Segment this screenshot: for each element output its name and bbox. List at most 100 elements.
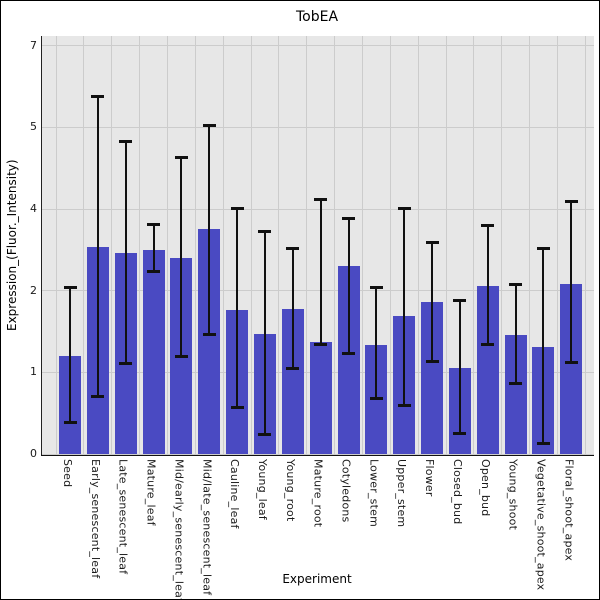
x-tick-label: Lower_stem xyxy=(367,459,381,527)
error-bar-cap xyxy=(202,123,216,127)
error-bar-line xyxy=(69,287,71,423)
error-bar-cap xyxy=(119,140,133,144)
error-bar-line xyxy=(263,231,266,435)
error-bar-cap xyxy=(119,361,133,365)
error-bar-cap xyxy=(230,207,244,211)
y-tick-label: 0 xyxy=(30,447,37,460)
gridline-vertical xyxy=(445,36,447,454)
error-bar-cap xyxy=(481,343,495,347)
error-bar-line xyxy=(291,248,294,369)
gridline-vertical xyxy=(250,36,252,454)
y-tick-label: 1 xyxy=(30,365,37,379)
bar xyxy=(421,302,444,454)
error-bar-line xyxy=(486,225,489,345)
error-bar-cap xyxy=(564,361,578,365)
y-axis-tick-labels: 0 1 2 4 5 7 xyxy=(1,36,37,460)
gridline-vertical xyxy=(222,36,224,454)
x-tick-label: Young_shoot xyxy=(506,459,520,531)
gridline-vertical xyxy=(167,36,168,454)
error-bar-cap xyxy=(509,382,523,386)
error-bar-cap xyxy=(425,359,439,363)
error-bar-cap xyxy=(342,351,355,355)
bar xyxy=(337,266,360,454)
chart-title: TobEA xyxy=(295,9,339,25)
gridline-vertical xyxy=(417,36,419,454)
gridline-vertical xyxy=(501,36,503,454)
gridline-vertical xyxy=(139,36,141,454)
gridline-horizontal xyxy=(42,208,594,210)
gridline-vertical xyxy=(556,36,558,454)
y-tick-label: 7 xyxy=(30,38,37,52)
error-bar-cap xyxy=(147,270,161,274)
x-tick-label: Open_bud xyxy=(478,459,492,517)
error-bar-line xyxy=(124,141,127,364)
x-tick-label: Cauline_leaf xyxy=(228,459,242,529)
plot-area xyxy=(41,36,594,456)
x-axis-title: Experiment xyxy=(282,572,352,586)
gridline-vertical xyxy=(584,36,586,454)
x-tick-label: Early_senescent_leaf xyxy=(88,459,102,579)
x-tick-label: Upper_stem xyxy=(395,459,409,528)
error-bar-cap xyxy=(314,343,328,347)
error-bar-cap xyxy=(258,230,272,234)
error-bar-line xyxy=(236,208,239,408)
gridline-horizontal xyxy=(42,45,594,47)
gridline-vertical xyxy=(473,36,475,454)
error-bar-cap xyxy=(174,354,188,358)
y-tick-label: 2 xyxy=(30,283,37,297)
error-bar-cap xyxy=(147,223,161,227)
error-bar-line xyxy=(152,224,155,272)
error-bar-cap xyxy=(397,207,411,211)
gridline-horizontal xyxy=(42,290,594,292)
bar xyxy=(281,308,304,454)
error-bar-cap xyxy=(314,198,328,202)
gridline-horizontal xyxy=(42,453,594,455)
error-bar-line xyxy=(180,157,183,357)
error-bar-line xyxy=(319,199,322,345)
x-tick-label: Cotyledons xyxy=(339,459,353,523)
error-bar-cap xyxy=(63,285,77,289)
error-bar-cap xyxy=(91,394,105,398)
error-bar-cap xyxy=(202,332,216,336)
bar xyxy=(198,229,221,454)
x-tick-label: Floral_shoot_apex xyxy=(562,459,576,562)
gridline-vertical xyxy=(278,36,280,454)
bar xyxy=(309,342,332,454)
error-bar-line xyxy=(347,218,350,354)
gridline-vertical xyxy=(111,36,113,454)
error-bar-cap xyxy=(481,224,495,228)
error-bar-cap xyxy=(230,405,244,409)
error-bar-cap xyxy=(564,200,578,204)
x-axis-tick-labels: Seed Early_senescent_leaf Late_senescent_l… xyxy=(1,459,599,599)
error-bar-cap xyxy=(509,282,523,286)
x-tick-label: Vegetative_shoot_apex xyxy=(534,459,548,591)
error-bar-cap xyxy=(453,299,467,303)
error-bar-line xyxy=(96,96,99,397)
error-bar-cap xyxy=(174,155,188,159)
x-tick-label: Seed xyxy=(61,459,74,488)
error-bar-cap xyxy=(425,241,439,245)
error-bar-line xyxy=(514,284,517,384)
gridline-vertical xyxy=(83,36,85,454)
error-bar-cap xyxy=(397,403,411,407)
y-tick-label: 5 xyxy=(30,120,37,134)
x-tick-label: Mid/early_senescent_leaf xyxy=(172,459,186,600)
error-bar-line xyxy=(458,300,461,434)
bar xyxy=(476,285,499,454)
error-bar-line xyxy=(542,248,545,443)
gridline-vertical xyxy=(55,36,57,454)
bar xyxy=(504,335,527,454)
x-tick-label: Young_root xyxy=(283,459,297,522)
gridline-vertical xyxy=(334,36,336,454)
gridline-vertical xyxy=(361,36,363,454)
x-tick-label: Mature_leaf xyxy=(144,459,158,526)
error-bar-cap xyxy=(369,285,383,289)
error-bar-cap xyxy=(91,94,105,98)
y-tick-label: 4 xyxy=(30,202,37,216)
x-tick-label: Mid/late_senescent_leaf xyxy=(200,459,214,596)
error-bar-cap xyxy=(453,431,467,435)
error-bar-cap xyxy=(342,216,355,220)
error-bar-line xyxy=(375,287,378,399)
error-bar-cap xyxy=(258,433,272,437)
